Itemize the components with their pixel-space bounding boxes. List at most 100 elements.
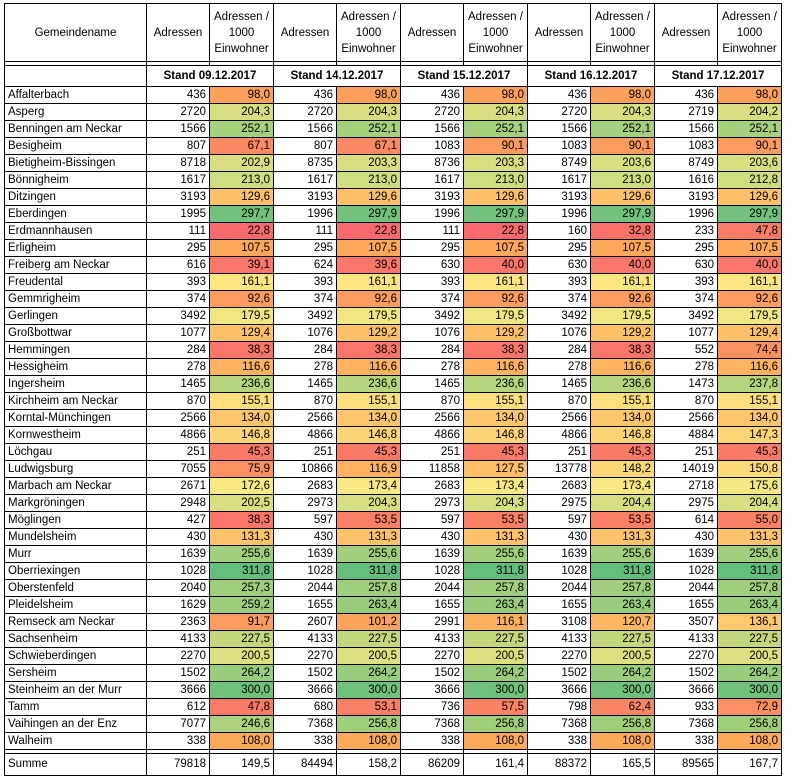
addresses-per-1000: 98,0 <box>717 86 782 104</box>
addresses-per-1000: 161,1 <box>209 273 274 291</box>
municipality-name: Korntal-Münchingen <box>4 409 147 427</box>
addresses-per-1000: 57,5 <box>463 698 528 716</box>
addresses-per-1000: 236,6 <box>590 375 655 393</box>
address-count: 1639 <box>146 545 210 563</box>
header-adressen: Adressen <box>654 3 718 62</box>
address-count: 284 <box>146 341 210 359</box>
table-row: Erligheim 295 107,5 295 107,5 295 107,5 295 107,… <box>4 239 782 257</box>
addresses-per-1000: 92,6 <box>209 290 274 308</box>
addresses-per-1000: 246,6 <box>209 715 274 733</box>
table-row: Sersheim 1502 264,2 1502 264,2 1502 264,2 1502 2… <box>4 664 782 682</box>
addresses-per-1000: 200,5 <box>590 647 655 665</box>
address-count: 1083 <box>527 137 591 155</box>
addresses-per-1000: 264,2 <box>717 664 782 682</box>
addresses-per-1000: 311,8 <box>590 562 655 580</box>
address-count: 3492 <box>146 307 210 325</box>
addresses-per-1000: 264,2 <box>209 664 274 682</box>
addresses-per-1000: 45,3 <box>336 443 401 461</box>
municipality-name: Oberriexingen <box>4 562 147 580</box>
addresses-per-1000: 179,5 <box>209 307 274 325</box>
table-row: Ditzingen 3193 129,6 3193 129,6 3193 129,6 3193… <box>4 188 782 206</box>
address-count: 278 <box>400 358 464 376</box>
address-count: 2363 <box>146 613 210 631</box>
addresses-per-1000: 202,5 <box>209 494 274 512</box>
address-count: 295 <box>273 239 337 257</box>
municipality-name: Asperg <box>4 103 147 121</box>
addresses-per-1000: 129,2 <box>463 324 528 342</box>
addresses-per-1000: 72,9 <box>717 698 782 716</box>
address-count: 430 <box>527 528 591 546</box>
address-count: 338 <box>146 732 210 750</box>
addresses-per-1000: 179,5 <box>590 307 655 325</box>
table-row: Marbach am Neckar 2671 172,6 2683 173,4 2683 1… <box>4 477 782 495</box>
address-count: 2683 <box>527 477 591 495</box>
addresses-per-1000: 204,3 <box>590 103 655 121</box>
address-count: 2270 <box>273 647 337 665</box>
addresses-per-1000: 62,4 <box>590 698 655 716</box>
table-row: Hemmingen 284 38,3 284 38,3 284 38,3 284 38,3 552… <box>4 341 782 359</box>
addresses-per-1000: 173,4 <box>463 477 528 495</box>
address-count: 1566 <box>400 120 464 138</box>
municipality-name: Murr <box>4 545 147 563</box>
address-count: 111 <box>146 222 210 240</box>
address-count: 1629 <box>146 596 210 614</box>
address-count: 393 <box>527 273 591 291</box>
addresses-per-1000: 311,8 <box>209 562 274 580</box>
addresses-per-1000: 90,1 <box>590 137 655 155</box>
addresses-per-1000: 297,7 <box>209 205 274 223</box>
address-count: 2044 <box>527 579 591 597</box>
address-count: 436 <box>273 86 337 104</box>
addresses-per-1000: 300,0 <box>590 681 655 699</box>
address-count: 436 <box>146 86 210 104</box>
addresses-per-1000: 39,6 <box>336 256 401 274</box>
addresses-per-1000: 252,1 <box>590 120 655 138</box>
address-count: 8749 <box>654 154 718 172</box>
address-count: 3193 <box>273 188 337 206</box>
address-count: 624 <box>273 256 337 274</box>
addresses-per-1000: 311,8 <box>717 562 782 580</box>
table-row: Steinheim an der Murr 3666 300,0 3666 300,0 3… <box>4 681 782 699</box>
addresses-per-1000: 213,0 <box>590 171 655 189</box>
address-count: 338 <box>400 732 464 750</box>
address-count: 251 <box>527 443 591 461</box>
table-row: Freudental 393 161,1 393 161,1 393 161,1 393 161… <box>4 273 782 291</box>
address-count: 1655 <box>654 596 718 614</box>
address-count: 2948 <box>146 494 210 512</box>
addresses-per-1000: 161,1 <box>336 273 401 291</box>
addresses-per-1000: 98,0 <box>590 86 655 104</box>
municipality-name: Schwieberdingen <box>4 647 147 665</box>
addresses-per-1000: 108,0 <box>209 732 274 750</box>
municipality-name: Kirchheim am Neckar <box>4 392 147 410</box>
summe-address-count: 84494 <box>273 753 337 776</box>
address-count: 1566 <box>273 120 337 138</box>
address-count: 870 <box>273 392 337 410</box>
addresses-per-1000: 311,8 <box>336 562 401 580</box>
address-count: 251 <box>400 443 464 461</box>
address-count: 2720 <box>273 103 337 121</box>
address-count: 284 <box>527 341 591 359</box>
addresses-per-1000: 146,8 <box>209 426 274 444</box>
address-count: 251 <box>654 443 718 461</box>
addresses-per-1000: 263,4 <box>336 596 401 614</box>
address-count: 14019 <box>654 460 718 478</box>
table-row: Pleidelsheim 1629 259,2 1655 263,4 1655 263,4 1… <box>4 596 782 614</box>
address-count: 933 <box>654 698 718 716</box>
address-count: 4866 <box>527 426 591 444</box>
addresses-per-1000: 204,4 <box>590 494 655 512</box>
municipality-name: Löchgau <box>4 443 147 461</box>
address-count: 1502 <box>654 664 718 682</box>
addresses-per-1000: 311,8 <box>463 562 528 580</box>
address-count: 430 <box>654 528 718 546</box>
address-count: 338 <box>273 732 337 750</box>
municipality-name: Walheim <box>4 732 147 750</box>
address-count: 1655 <box>400 596 464 614</box>
address-count: 2566 <box>400 409 464 427</box>
addresses-per-1000: 92,6 <box>463 290 528 308</box>
address-count: 278 <box>654 358 718 376</box>
address-count: 7368 <box>527 715 591 733</box>
address-count: 2973 <box>400 494 464 512</box>
address-count: 2566 <box>273 409 337 427</box>
addresses-per-1000: 67,1 <box>209 137 274 155</box>
header-adressen-per-1000: Adressen / 1000 Einwohner <box>209 3 274 62</box>
municipality-name: Gerlingen <box>4 307 147 325</box>
